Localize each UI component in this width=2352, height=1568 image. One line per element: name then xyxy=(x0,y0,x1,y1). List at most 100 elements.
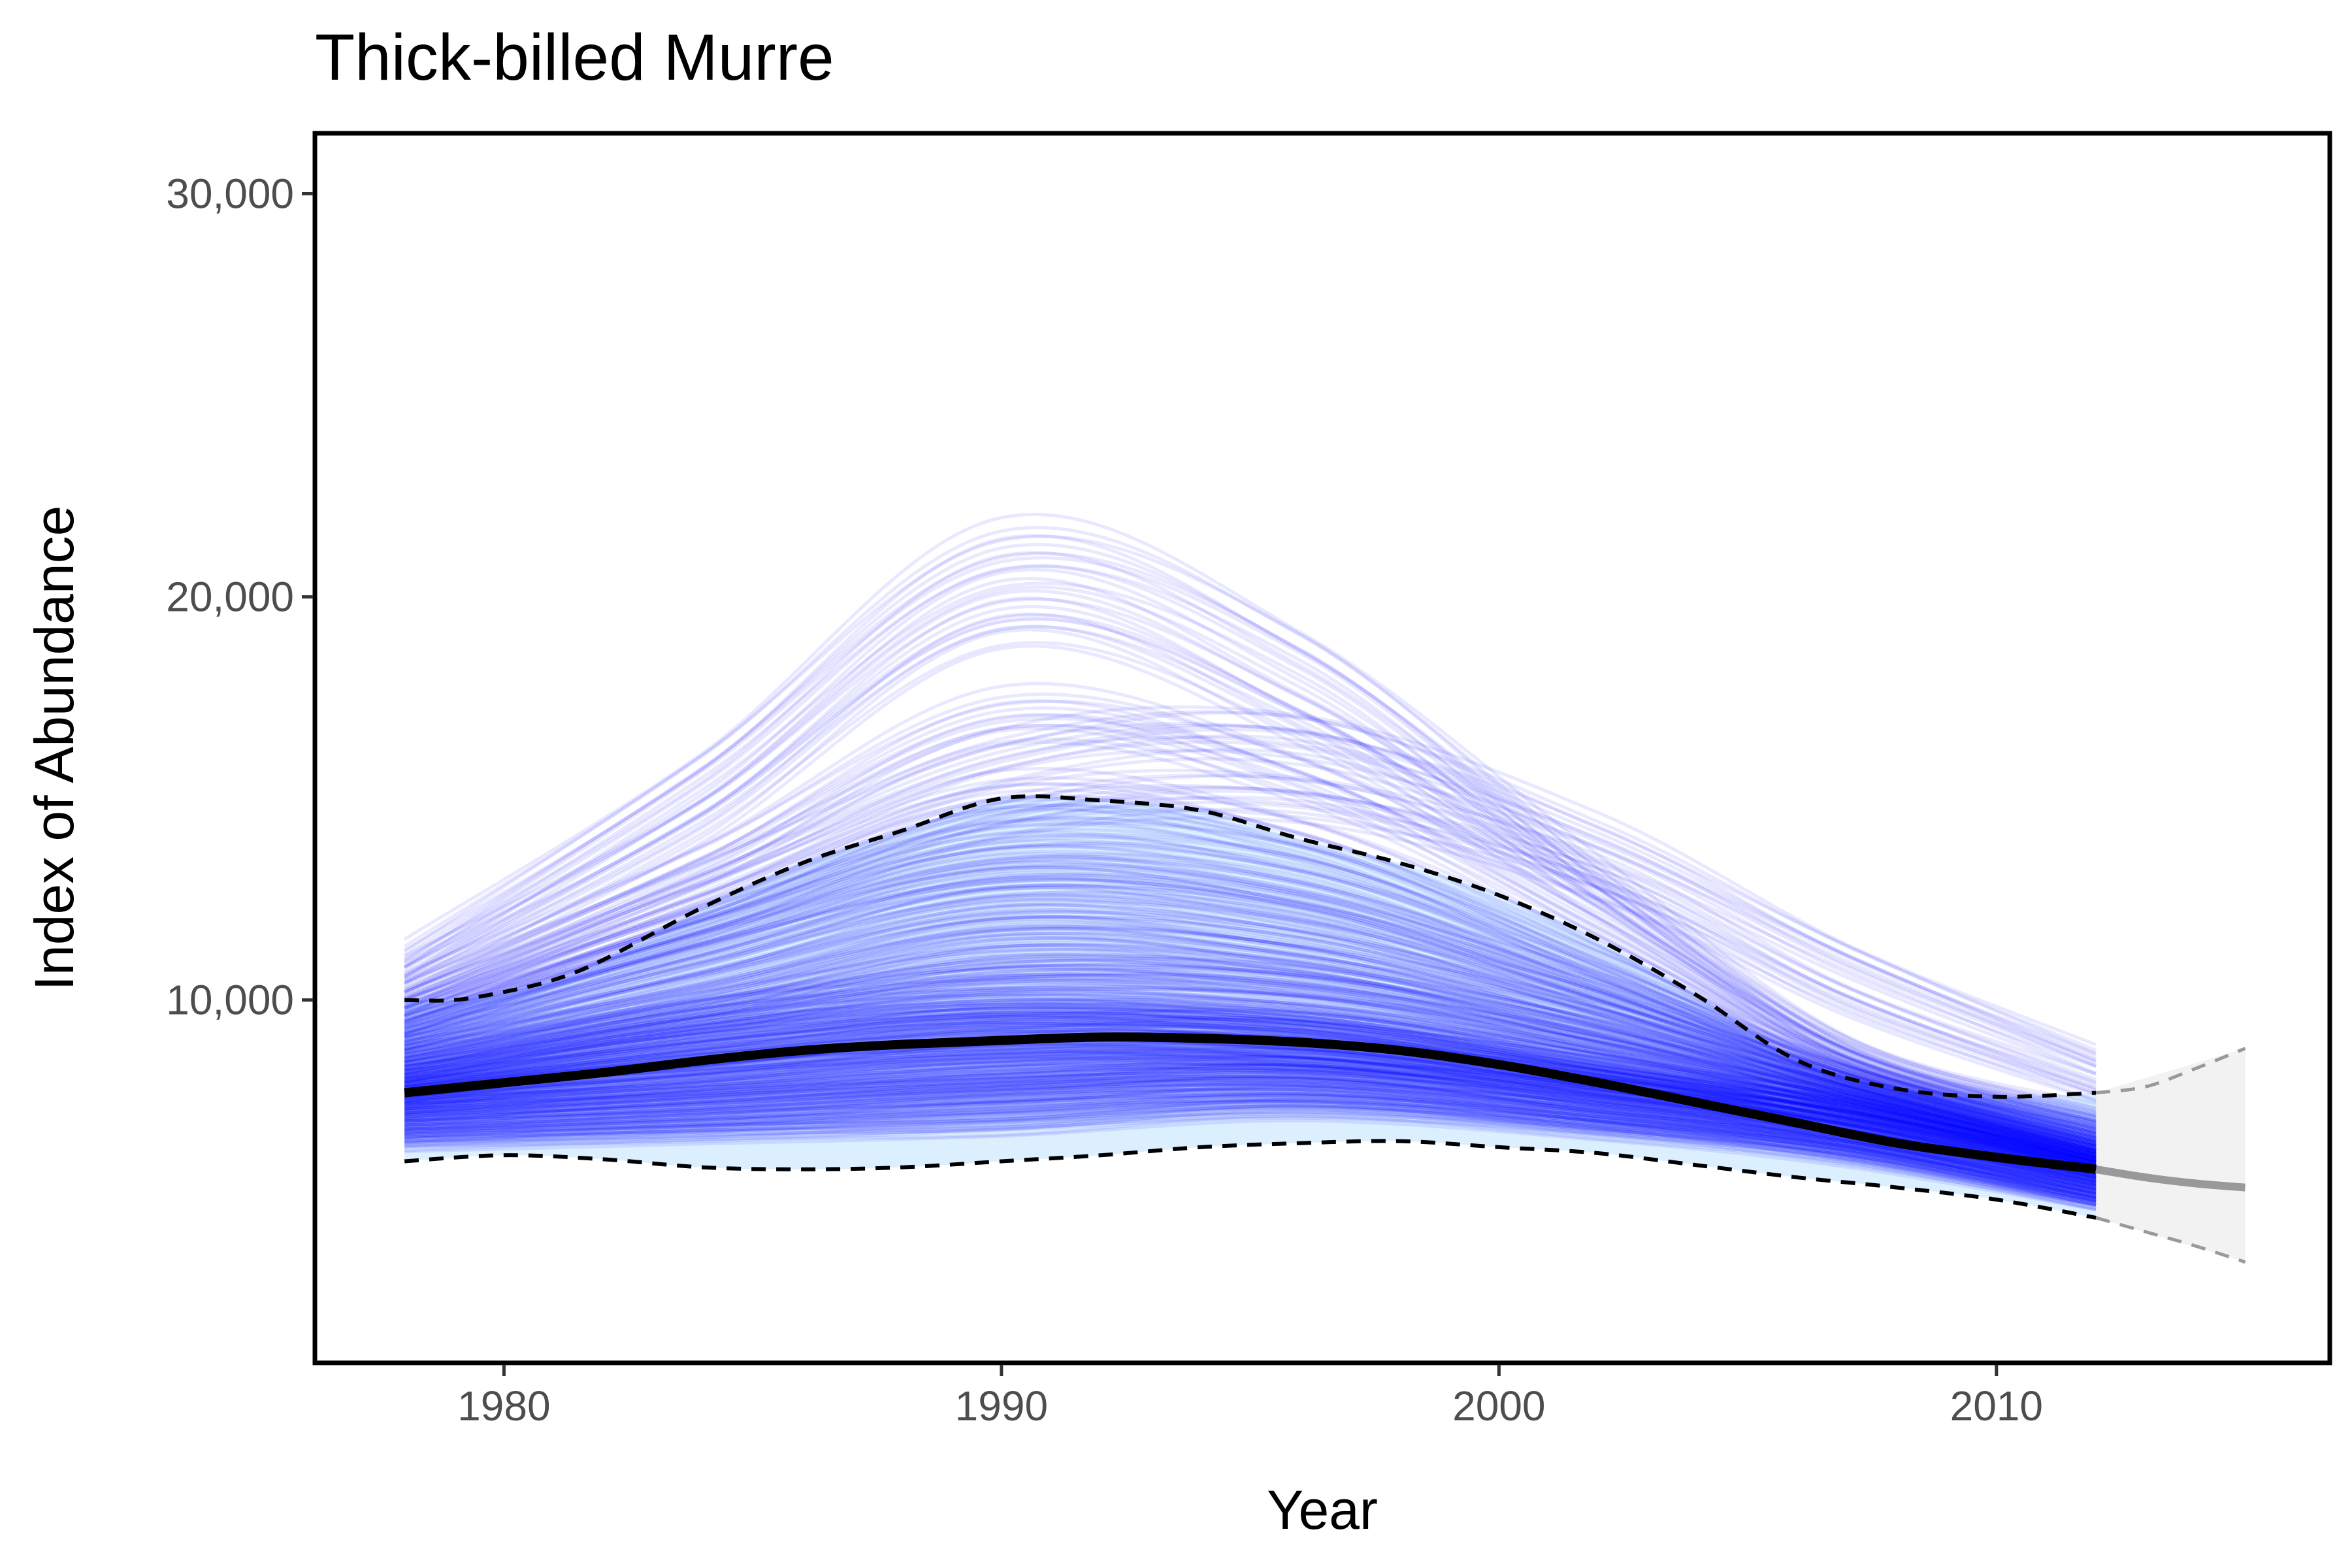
x-axis-title: Year xyxy=(1267,1479,1378,1541)
posterior-draw-line xyxy=(404,1049,2097,1179)
posterior-draw-line xyxy=(404,1081,2097,1196)
posterior-draw-line xyxy=(404,1087,2097,1200)
posterior-draw-line xyxy=(404,952,2097,1164)
posterior-draw-line xyxy=(404,1002,2097,1167)
posterior-draw-line xyxy=(404,1046,2097,1173)
posterior-draw-line xyxy=(404,1024,2097,1164)
posterior-draw-line xyxy=(404,1011,2097,1165)
posterior-draw-line xyxy=(404,855,2097,1143)
posterior-draw-line xyxy=(404,1051,2097,1177)
projection-lower-line xyxy=(2095,1216,2246,1264)
posterior-draw-line xyxy=(404,976,2097,1164)
posterior-draw-line xyxy=(404,1098,2097,1200)
posterior-draw-line xyxy=(404,985,2097,1156)
posterior-draw-line xyxy=(404,1047,2097,1173)
posterior-draw-line xyxy=(404,1093,2097,1200)
posterior-draw-line xyxy=(404,1108,2097,1207)
posterior-draw-line xyxy=(404,877,2097,1154)
posterior-draw-line xyxy=(404,874,2097,1152)
posterior-draw-line xyxy=(404,1083,2097,1194)
posterior-draw-line xyxy=(404,844,2097,1137)
posterior-draw-line xyxy=(404,1023,2097,1172)
posterior-draw-line xyxy=(404,723,2097,1135)
posterior-draw-line xyxy=(404,1075,2097,1192)
projection-band xyxy=(2096,1048,2246,1262)
posterior-draw-line xyxy=(404,1092,2097,1195)
posterior-draw-line xyxy=(404,958,2097,1154)
posterior-draw-line xyxy=(404,782,2097,1130)
posterior-draw-line xyxy=(404,985,2097,1169)
posterior-draw-line xyxy=(404,1013,2097,1161)
posterior-draw-line xyxy=(404,985,2097,1159)
posterior-draw-line xyxy=(404,782,2097,1130)
posterior-draw-line xyxy=(404,1009,2097,1172)
posterior-draw-line xyxy=(404,915,2097,1147)
posterior-draw-line xyxy=(404,898,2097,1147)
posterior-draw-line xyxy=(404,1013,2097,1168)
posterior-draw-line xyxy=(404,1089,2097,1195)
posterior-draw-line xyxy=(404,973,2097,1163)
posterior-draw-line xyxy=(403,625,2097,1128)
posterior-draw-line xyxy=(404,894,2097,1152)
posterior-draw-line xyxy=(404,926,2097,1152)
posterior-draw-line xyxy=(404,1094,2097,1203)
posterior-draw-line xyxy=(404,926,2097,1150)
posterior-draw-line xyxy=(404,789,2097,1092)
posterior-draw-line xyxy=(404,883,2097,1147)
posterior-draw-line xyxy=(404,1086,2097,1199)
posterior-draw-line xyxy=(404,1039,2097,1168)
posterior-draw-line xyxy=(404,898,2097,1146)
posterior-draw-line xyxy=(404,1092,2097,1194)
posterior-draw-line xyxy=(404,1075,2097,1187)
posterior-draw-line xyxy=(404,1087,2097,1196)
posterior-draw-line xyxy=(404,803,2097,1139)
posterior-draw-line xyxy=(404,978,2097,1163)
posterior-draw-line xyxy=(404,1034,2097,1166)
posterior-draw-line xyxy=(404,1066,2097,1188)
posterior-draw-line xyxy=(404,962,2097,1156)
posterior-draw-line xyxy=(404,845,2097,1144)
posterior-draw-line xyxy=(404,1111,2097,1207)
posterior-draw-line xyxy=(403,597,2097,1117)
posterior-draw-line xyxy=(404,713,2097,1131)
posterior-draw-line xyxy=(404,766,2097,1122)
projection-layer xyxy=(2096,1048,2246,1262)
posterior-draw-line xyxy=(404,1100,2097,1200)
posterior-draw-line xyxy=(404,963,2097,1159)
posterior-draw-line xyxy=(404,1023,2097,1169)
posterior-draw-line xyxy=(403,513,2097,1105)
posterior-draw-line xyxy=(404,1092,2097,1203)
posterior-draw-line xyxy=(404,1083,2097,1195)
posterior-draw-line xyxy=(404,1056,2097,1183)
posterior-draw-line xyxy=(404,1085,2097,1196)
posterior-draw-line xyxy=(404,1074,2097,1188)
posterior-draw-line xyxy=(404,1019,2097,1165)
posterior-draw-line xyxy=(404,885,2097,1149)
posterior-draw-line xyxy=(404,925,2097,1160)
posterior-draw-line xyxy=(404,1023,2097,1167)
posterior-draw-line xyxy=(404,987,2097,1161)
posterior-draw-line xyxy=(404,1010,2097,1160)
chart-title: Thick-billed Murre xyxy=(315,21,834,94)
posterior-draw-line xyxy=(404,997,2097,1163)
posterior-draw-line xyxy=(404,705,2097,1047)
posterior-draw-line xyxy=(404,816,2097,1131)
posterior-draw-line xyxy=(404,1103,2097,1203)
posterior-draw-line xyxy=(404,1114,2097,1211)
posterior-draw-line xyxy=(404,1105,2097,1205)
posterior-draw-line xyxy=(404,1100,2097,1203)
posterior-draw-line xyxy=(404,1018,2097,1165)
posterior-draw-line xyxy=(404,1022,2097,1173)
posterior-draw-line xyxy=(404,987,2097,1168)
posterior-draw-line xyxy=(404,956,2097,1155)
posterior-draw-line xyxy=(404,1054,2097,1175)
posterior-draw-line xyxy=(404,1016,2097,1168)
posterior-draw-line xyxy=(404,998,2097,1156)
posterior-draw-line xyxy=(404,1015,2097,1160)
posterior-draw-line xyxy=(404,1042,2097,1171)
x-axis: 1980 1990 2000 2010 xyxy=(457,1365,2043,1429)
posterior-draw-line xyxy=(404,968,2097,1156)
posterior-draw-line xyxy=(404,1098,2097,1207)
posterior-draw-line xyxy=(404,947,2097,1150)
credible-interval-band xyxy=(404,796,2097,1218)
